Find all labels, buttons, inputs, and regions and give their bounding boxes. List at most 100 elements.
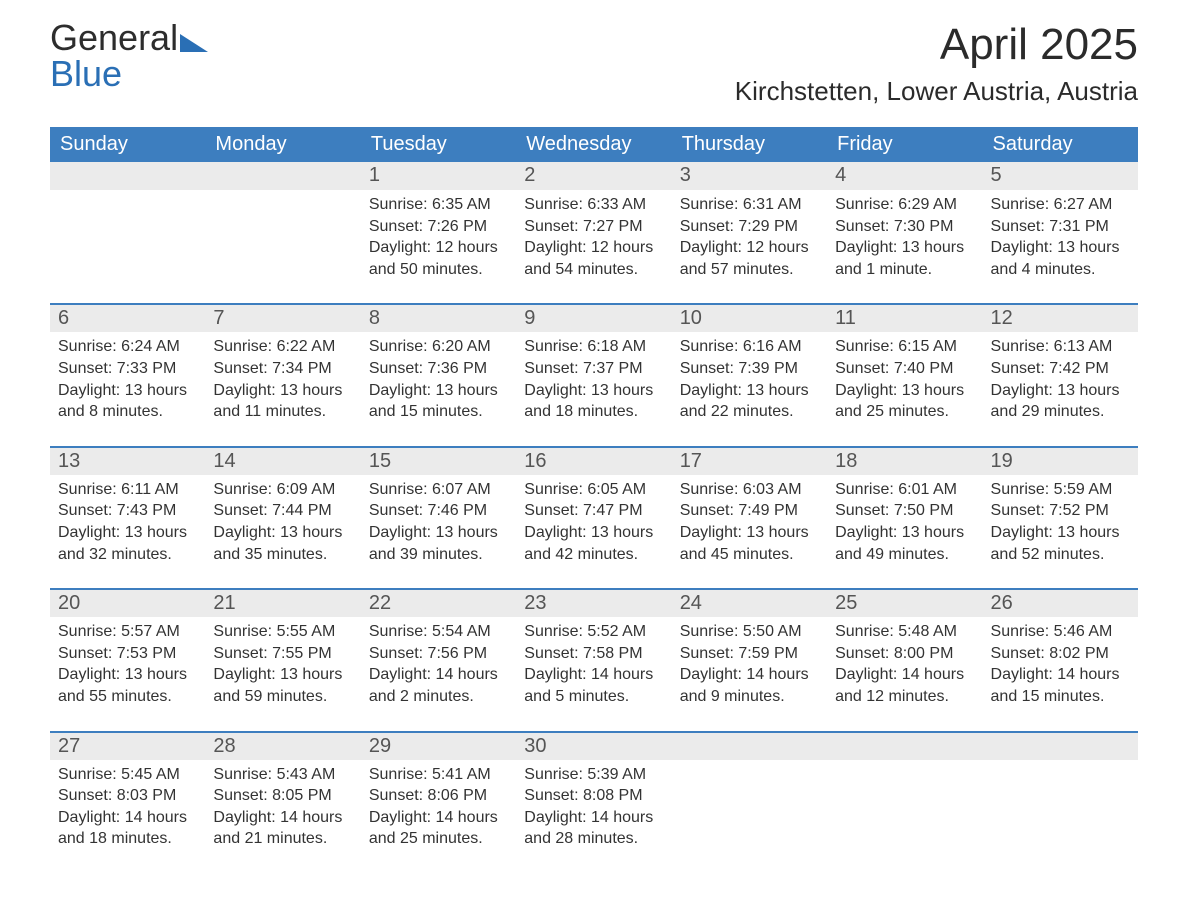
daylight-text: Daylight: 13 hours and 52 minutes. [991, 522, 1130, 565]
sunset-text: Sunset: 7:40 PM [835, 358, 974, 380]
day-number-cell [50, 162, 205, 190]
sunrise-text: Sunrise: 5:41 AM [369, 764, 508, 786]
day-number-cell: 24 [672, 589, 827, 617]
day-body-cell: Sunrise: 5:43 AMSunset: 8:05 PMDaylight:… [205, 760, 360, 860]
day-number-cell: 10 [672, 304, 827, 332]
day-body-cell: Sunrise: 6:18 AMSunset: 7:37 PMDaylight:… [516, 332, 671, 432]
day-number-cell: 13 [50, 447, 205, 475]
day-number-cell: 15 [361, 447, 516, 475]
sunset-text: Sunset: 7:39 PM [680, 358, 819, 380]
day-number-cell: 29 [361, 732, 516, 760]
day-body-cell: Sunrise: 6:07 AMSunset: 7:46 PMDaylight:… [361, 475, 516, 575]
daylight-text: Daylight: 12 hours and 54 minutes. [524, 237, 663, 280]
sunrise-text: Sunrise: 6:01 AM [835, 479, 974, 501]
sunrise-text: Sunrise: 5:50 AM [680, 621, 819, 643]
sunset-text: Sunset: 7:31 PM [991, 216, 1130, 238]
daylight-text: Daylight: 14 hours and 2 minutes. [369, 664, 508, 707]
sunrise-text: Sunrise: 5:59 AM [991, 479, 1130, 501]
day-body-cell: Sunrise: 6:22 AMSunset: 7:34 PMDaylight:… [205, 332, 360, 432]
sunset-text: Sunset: 7:50 PM [835, 500, 974, 522]
calendar-table: Sunday Monday Tuesday Wednesday Thursday… [50, 127, 1138, 860]
sunrise-text: Sunrise: 5:48 AM [835, 621, 974, 643]
sunrise-text: Sunrise: 6:27 AM [991, 194, 1130, 216]
sunrise-text: Sunrise: 6:31 AM [680, 194, 819, 216]
sunrise-text: Sunrise: 6:13 AM [991, 336, 1130, 358]
sunset-text: Sunset: 7:42 PM [991, 358, 1130, 380]
day-body-cell: Sunrise: 6:05 AMSunset: 7:47 PMDaylight:… [516, 475, 671, 575]
spacer-row [50, 290, 1138, 304]
daylight-text: Daylight: 14 hours and 18 minutes. [58, 807, 197, 850]
sunset-text: Sunset: 8:02 PM [991, 643, 1130, 665]
daylight-text: Daylight: 13 hours and 15 minutes. [369, 380, 508, 423]
day-number-cell [827, 732, 982, 760]
day-number-cell: 16 [516, 447, 671, 475]
sunset-text: Sunset: 7:53 PM [58, 643, 197, 665]
sunset-text: Sunset: 7:37 PM [524, 358, 663, 380]
sunset-text: Sunset: 7:49 PM [680, 500, 819, 522]
daylight-text: Daylight: 12 hours and 50 minutes. [369, 237, 508, 280]
daylight-text: Daylight: 14 hours and 21 minutes. [213, 807, 352, 850]
sunrise-text: Sunrise: 6:11 AM [58, 479, 197, 501]
daylight-text: Daylight: 13 hours and 25 minutes. [835, 380, 974, 423]
day-body-cell: Sunrise: 5:41 AMSunset: 8:06 PMDaylight:… [361, 760, 516, 860]
day-header-row: Sunday Monday Tuesday Wednesday Thursday… [50, 127, 1138, 162]
daylight-text: Daylight: 12 hours and 57 minutes. [680, 237, 819, 280]
daylight-text: Daylight: 13 hours and 32 minutes. [58, 522, 197, 565]
sunset-text: Sunset: 7:55 PM [213, 643, 352, 665]
sunrise-text: Sunrise: 5:52 AM [524, 621, 663, 643]
day-header: Thursday [672, 127, 827, 162]
sunrise-text: Sunrise: 6:24 AM [58, 336, 197, 358]
day-number-cell [983, 732, 1138, 760]
day-body-cell [827, 760, 982, 860]
daylight-text: Daylight: 14 hours and 25 minutes. [369, 807, 508, 850]
day-header: Monday [205, 127, 360, 162]
sunrise-text: Sunrise: 6:15 AM [835, 336, 974, 358]
day-body-cell [205, 190, 360, 290]
sunrise-text: Sunrise: 6:03 AM [680, 479, 819, 501]
sunrise-text: Sunrise: 5:45 AM [58, 764, 197, 786]
day-number-cell: 3 [672, 162, 827, 190]
sunrise-text: Sunrise: 5:46 AM [991, 621, 1130, 643]
day-number-cell: 14 [205, 447, 360, 475]
day-number-cell: 18 [827, 447, 982, 475]
day-number-cell: 19 [983, 447, 1138, 475]
week-body-row: Sunrise: 5:57 AMSunset: 7:53 PMDaylight:… [50, 617, 1138, 717]
sunrise-text: Sunrise: 5:39 AM [524, 764, 663, 786]
daylight-text: Daylight: 13 hours and 8 minutes. [58, 380, 197, 423]
daylight-text: Daylight: 13 hours and 1 minute. [835, 237, 974, 280]
week-numbers-row: 13141516171819 [50, 447, 1138, 475]
day-number-cell: 5 [983, 162, 1138, 190]
logo-text-line2: Blue [50, 53, 122, 94]
sunset-text: Sunset: 7:33 PM [58, 358, 197, 380]
day-body-cell: Sunrise: 5:46 AMSunset: 8:02 PMDaylight:… [983, 617, 1138, 717]
daylight-text: Daylight: 13 hours and 35 minutes. [213, 522, 352, 565]
day-body-cell: Sunrise: 5:55 AMSunset: 7:55 PMDaylight:… [205, 617, 360, 717]
day-body-cell [983, 760, 1138, 860]
sunrise-text: Sunrise: 6:22 AM [213, 336, 352, 358]
daylight-text: Daylight: 13 hours and 22 minutes. [680, 380, 819, 423]
sunset-text: Sunset: 8:03 PM [58, 785, 197, 807]
sunrise-text: Sunrise: 6:29 AM [835, 194, 974, 216]
day-body-cell: Sunrise: 6:31 AMSunset: 7:29 PMDaylight:… [672, 190, 827, 290]
daylight-text: Daylight: 14 hours and 28 minutes. [524, 807, 663, 850]
daylight-text: Daylight: 13 hours and 18 minutes. [524, 380, 663, 423]
day-body-cell: Sunrise: 6:29 AMSunset: 7:30 PMDaylight:… [827, 190, 982, 290]
sunset-text: Sunset: 7:56 PM [369, 643, 508, 665]
sunset-text: Sunset: 7:58 PM [524, 643, 663, 665]
day-number-cell: 12 [983, 304, 1138, 332]
sunrise-text: Sunrise: 6:33 AM [524, 194, 663, 216]
logo-text-line1: General [50, 17, 178, 58]
sunset-text: Sunset: 7:34 PM [213, 358, 352, 380]
day-number-cell: 9 [516, 304, 671, 332]
day-body-cell: Sunrise: 5:39 AMSunset: 8:08 PMDaylight:… [516, 760, 671, 860]
day-number-cell: 28 [205, 732, 360, 760]
sunset-text: Sunset: 7:52 PM [991, 500, 1130, 522]
title-block: April 2025 Kirchstetten, Lower Austria, … [735, 20, 1138, 107]
week-body-row: Sunrise: 6:24 AMSunset: 7:33 PMDaylight:… [50, 332, 1138, 432]
daylight-text: Daylight: 14 hours and 15 minutes. [991, 664, 1130, 707]
sunset-text: Sunset: 8:06 PM [369, 785, 508, 807]
location-text: Kirchstetten, Lower Austria, Austria [735, 76, 1138, 107]
week-numbers-row: 27282930 [50, 732, 1138, 760]
sunrise-text: Sunrise: 6:20 AM [369, 336, 508, 358]
daylight-text: Daylight: 14 hours and 12 minutes. [835, 664, 974, 707]
